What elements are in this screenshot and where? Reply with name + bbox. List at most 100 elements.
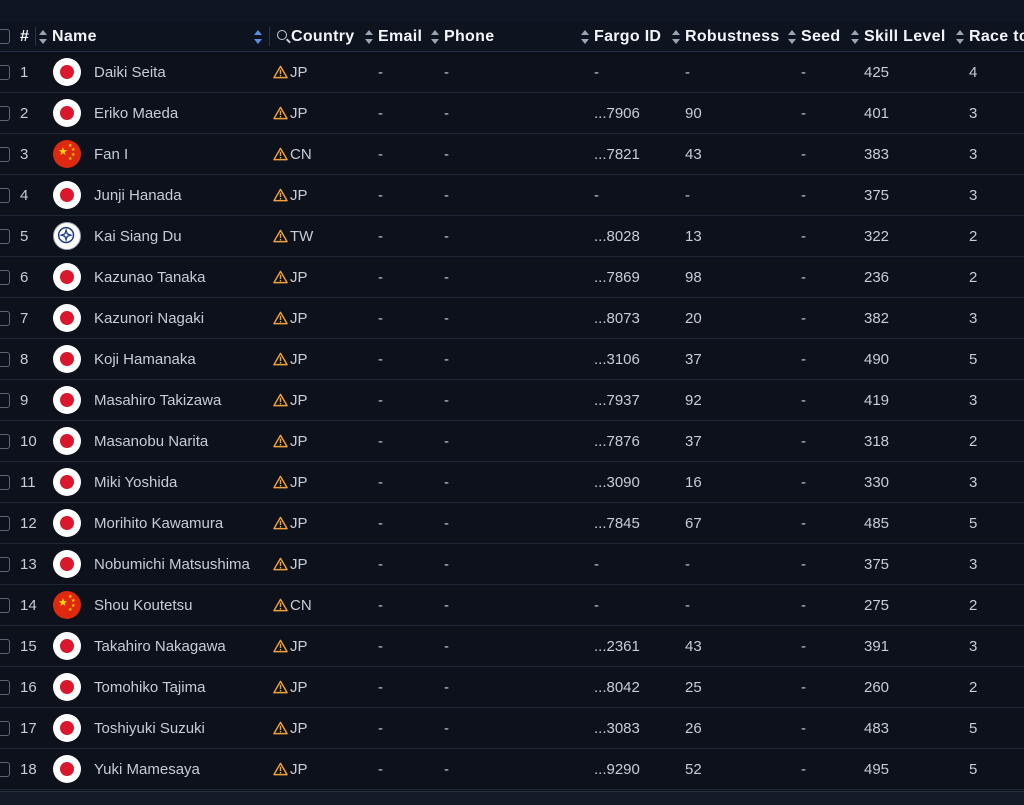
country-cell[interactable]: JP — [273, 708, 308, 748]
player-name[interactable]: Shou Koutetsu — [94, 596, 193, 614]
row-select-checkbox[interactable] — [0, 188, 10, 203]
player-name[interactable]: Nobumichi Matsushima — [94, 555, 250, 573]
row-select-checkbox[interactable] — [0, 598, 10, 613]
row-select-checkbox[interactable] — [0, 352, 10, 367]
warning-triangle-icon[interactable] — [273, 434, 288, 448]
row-select-checkbox[interactable] — [0, 516, 10, 531]
country-cell[interactable]: JP — [273, 626, 308, 666]
table-row[interactable]: 2 Eriko Maeda JP - - ...7906 90 - 401 3 — [0, 93, 1024, 134]
row-select-checkbox[interactable] — [0, 762, 10, 777]
country-cell[interactable]: JP — [273, 421, 308, 461]
warning-triangle-icon[interactable] — [273, 598, 288, 612]
table-row[interactable]: 9 Masahiro Takizawa JP - - ...7937 92 - … — [0, 380, 1024, 421]
country-cell[interactable]: JP — [273, 339, 308, 379]
table-row[interactable]: 3 ★ ★ ★ ★ ★ Fan I CN - - ...7821 43 - 383 3 — [0, 134, 1024, 175]
row-select-checkbox[interactable] — [0, 639, 10, 654]
warning-triangle-icon[interactable] — [273, 106, 288, 120]
sort-arrows-icon[interactable] — [788, 29, 797, 44]
search-icon[interactable] — [277, 30, 287, 40]
country-cell[interactable]: TW — [273, 216, 313, 256]
warning-triangle-icon[interactable] — [273, 188, 288, 202]
warning-triangle-icon[interactable] — [273, 229, 288, 243]
table-row[interactable]: 4 Junji Hanada JP - - - - - 375 3 — [0, 175, 1024, 216]
country-cell[interactable]: CN — [273, 134, 312, 174]
warning-triangle-icon[interactable] — [273, 680, 288, 694]
player-name[interactable]: Masahiro Takizawa — [94, 391, 222, 409]
player-name[interactable]: Koji Hamanaka — [94, 350, 196, 368]
player-name[interactable]: Kazunori Nagaki — [94, 309, 205, 327]
country-cell[interactable]: JP — [273, 298, 308, 338]
sort-arrows-icon[interactable] — [956, 29, 965, 44]
row-select-checkbox[interactable] — [0, 475, 10, 490]
player-name[interactable]: Morihito Kawamura — [94, 514, 224, 532]
header-robustness[interactable]: Robustness — [672, 22, 780, 51]
row-select-checkbox[interactable] — [0, 229, 10, 244]
country-cell[interactable]: JP — [273, 503, 308, 543]
warning-triangle-icon[interactable] — [273, 475, 288, 489]
table-row[interactable]: 6 Kazunao Tanaka JP - - ...7869 98 - 236… — [0, 257, 1024, 298]
player-name[interactable]: Toshiyuki Suzuki — [94, 719, 205, 737]
table-row[interactable]: 15 Takahiro Nakagawa JP - - ...2361 43 -… — [0, 626, 1024, 667]
warning-triangle-icon[interactable] — [273, 352, 288, 366]
row-select-checkbox[interactable] — [0, 106, 10, 121]
table-row[interactable]: 1 Daiki Seita JP - - - - - 425 4 — [0, 52, 1024, 93]
row-select-checkbox[interactable] — [0, 270, 10, 285]
table-row[interactable]: 7 Kazunori Nagaki JP - - ...8073 20 - 38… — [0, 298, 1024, 339]
table-row[interactable]: 18 Yuki Mamesaya JP - - ...9290 52 - 495… — [0, 749, 1024, 790]
sort-arrows-icon[interactable] — [851, 29, 860, 44]
row-select-checkbox[interactable] — [0, 721, 10, 736]
country-cell[interactable]: JP — [273, 257, 308, 297]
warning-triangle-icon[interactable] — [273, 393, 288, 407]
warning-triangle-icon[interactable] — [273, 311, 288, 325]
row-select-checkbox[interactable] — [0, 311, 10, 326]
row-select-checkbox[interactable] — [0, 434, 10, 449]
header-country[interactable]: Country — [277, 22, 354, 51]
header-fargo-id[interactable]: Fargo ID — [581, 22, 661, 51]
player-name[interactable]: Masanobu Narita — [94, 432, 209, 450]
country-cell[interactable]: JP — [273, 52, 308, 92]
sort-arrows-icon[interactable] — [672, 29, 681, 44]
warning-triangle-icon[interactable] — [273, 639, 288, 653]
header-name[interactable]: Name — [39, 22, 97, 51]
player-name[interactable]: Yuki Mamesaya — [94, 760, 200, 778]
warning-triangle-icon[interactable] — [273, 721, 288, 735]
country-cell[interactable]: JP — [273, 462, 308, 502]
row-select-checkbox[interactable] — [0, 65, 10, 80]
warning-triangle-icon[interactable] — [273, 516, 288, 530]
sort-arrows-icon[interactable] — [431, 29, 440, 44]
table-row[interactable]: 5 Kai Siang Du TW - - ...8028 13 - 322 2 — [0, 216, 1024, 257]
table-row[interactable]: 16 Tomohiko Tajima JP - - ...8042 25 - 2… — [0, 667, 1024, 708]
country-cell[interactable]: JP — [273, 667, 308, 707]
row-select-checkbox[interactable] — [0, 147, 10, 162]
sort-arrows-icon[interactable] — [581, 29, 590, 44]
player-name[interactable]: Takahiro Nakagawa — [94, 637, 226, 655]
select-all-checkbox[interactable] — [0, 29, 10, 44]
row-select-checkbox[interactable] — [0, 680, 10, 695]
warning-triangle-icon[interactable] — [273, 557, 288, 571]
player-name[interactable]: Daiki Seita — [94, 63, 166, 81]
header-index[interactable]: # — [20, 22, 29, 51]
header-seed[interactable]: Seed — [788, 22, 840, 51]
table-row[interactable]: 10 Masanobu Narita JP - - ...7876 37 - 3… — [0, 421, 1024, 462]
name-sort-control[interactable] — [254, 22, 267, 51]
player-name[interactable]: Junji Hanada — [94, 186, 182, 204]
row-select-checkbox[interactable] — [0, 393, 10, 408]
table-row[interactable]: 11 Miki Yoshida JP - - ...3090 16 - 330 … — [0, 462, 1024, 503]
table-row[interactable]: 12 Morihito Kawamura JP - - ...7845 67 -… — [0, 503, 1024, 544]
country-cell[interactable]: JP — [273, 544, 308, 584]
table-row[interactable]: 13 Nobumichi Matsushima JP - - - - - 375… — [0, 544, 1024, 585]
player-name[interactable]: Kai Siang Du — [94, 227, 182, 245]
country-cell[interactable]: JP — [273, 749, 308, 789]
player-name[interactable]: Kazunao Tanaka — [94, 268, 206, 286]
sort-arrows-icon[interactable] — [365, 29, 374, 44]
player-name[interactable]: Tomohiko Tajima — [94, 678, 206, 696]
warning-triangle-icon[interactable] — [273, 762, 288, 776]
table-row[interactable]: 17 Toshiyuki Suzuki JP - - ...3083 26 - … — [0, 708, 1024, 749]
country-cell[interactable]: JP — [273, 93, 308, 133]
warning-triangle-icon[interactable] — [273, 147, 288, 161]
sort-arrows-icon[interactable] — [254, 29, 263, 44]
header-race-to[interactable]: Race to — [956, 22, 1024, 51]
table-row[interactable]: 14 ★ ★ ★ ★ ★ Shou Koutetsu CN - - - - - 275 … — [0, 585, 1024, 626]
warning-triangle-icon[interactable] — [273, 270, 288, 284]
header-phone[interactable]: Phone — [431, 22, 494, 51]
